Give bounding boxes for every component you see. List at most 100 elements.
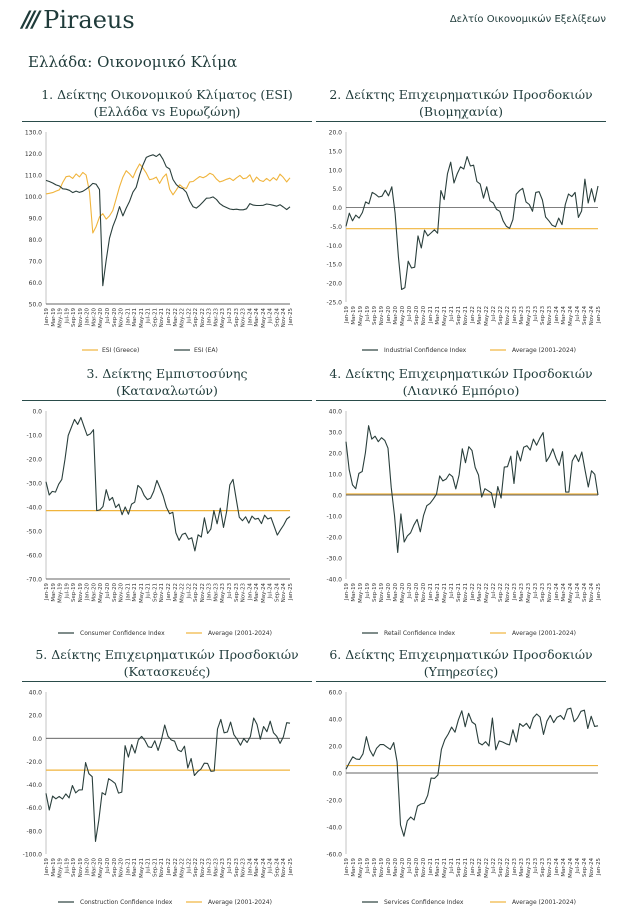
y-tick-label: -20.0: [326, 535, 342, 542]
y-tick-label: 40.0: [329, 409, 343, 416]
x-tick-label: May-22: [484, 306, 490, 326]
legend-label: Average (2001-2024): [512, 347, 576, 354]
x-tick-label: Nov-23: [241, 583, 247, 602]
x-tick-label: May-23: [526, 306, 532, 326]
x-tick-label: Sep-22: [498, 858, 504, 877]
series-line-0: [345, 156, 599, 291]
x-tick-label: Sep-24: [274, 857, 280, 877]
x-tick-label: Jul-22: [491, 583, 497, 599]
x-tick-label: Sep-21: [456, 583, 462, 602]
x-tick-label: Jan-20: [85, 582, 91, 601]
y-tick-label: -60.0: [26, 553, 42, 560]
x-tick-label: Jan-23: [207, 308, 213, 326]
x-tick-label: May-19: [58, 582, 64, 602]
x-tick-label: May-23: [220, 858, 226, 878]
series-line-0: [45, 163, 291, 234]
y-tick-label: 80.0: [29, 237, 43, 244]
x-tick-label: May-23: [526, 583, 532, 603]
x-tick-label: Jan-24: [554, 582, 560, 601]
y-tick-label: -5.0: [330, 224, 342, 231]
x-tick-label: Jul-23: [533, 858, 539, 874]
y-tick-label: -20.0: [326, 281, 342, 288]
x-tick-label: Sep-20: [112, 582, 118, 602]
x-tick-label: Jul-19: [64, 857, 70, 874]
logo-text: Piraeus: [43, 6, 135, 34]
x-tick-label: Jan-20: [386, 582, 392, 601]
y-tick-label: 0.0: [32, 409, 42, 416]
x-tick-label: Jul-21: [146, 858, 152, 874]
chart-title: 4. Δείκτης Επιχειρηματικών Προσδοκιών (Λι…: [316, 365, 606, 401]
y-tick-label: -30.0: [26, 481, 42, 488]
y-tick-label: 40.0: [29, 690, 43, 697]
x-tick-label: Jul-21: [146, 308, 152, 324]
x-tick-label: Nov-23: [241, 858, 247, 877]
legend-label: Average (2001-2024): [208, 899, 272, 906]
x-tick-label: Jul-21: [449, 306, 455, 322]
y-tick-label: 0.0: [332, 493, 342, 500]
x-tick-label: Jan-19: [44, 857, 50, 876]
x-tick-label: Jul-24: [575, 305, 581, 322]
legend-label: Consumer Confidence Index: [80, 630, 165, 637]
x-tick-label: Jan-23: [512, 583, 518, 601]
x-tick-label: Jul-19: [365, 857, 371, 874]
document-title: Δελτίο Οικονομικών Εξελίξεων: [449, 14, 606, 25]
x-tick-label: May-21: [442, 583, 448, 603]
x-tick-label: Jul-19: [64, 307, 70, 324]
y-tick-label: -30.0: [326, 556, 342, 563]
x-tick-label: Jan-21: [125, 858, 131, 876]
x-tick-label: Sep-21: [456, 306, 462, 325]
x-tick-label: May-20: [98, 857, 104, 877]
x-tick-label: Nov-21: [159, 858, 165, 877]
chart-title: 5. Δείκτης Επιχειρηματικών Προσδοκιών (Κα…: [22, 646, 312, 682]
y-tick-label: 40.0: [329, 717, 343, 724]
legend-label: Construction Confidence Index: [80, 899, 173, 906]
x-tick-label: Mar-22: [173, 308, 179, 327]
y-tick-label: -10.0: [26, 433, 42, 440]
x-tick-label: Nov-23: [241, 308, 247, 327]
y-tick-label: 20.0: [329, 451, 343, 458]
chart-panel-retail: 4. Δείκτης Επιχειρηματικών Προσδοκιών (Λι…: [316, 365, 606, 645]
x-tick-label: Nov-19: [78, 857, 84, 877]
x-tick-label: Mar-21: [132, 583, 138, 602]
chart-panel-services: 6. Δείκτης Επιχειρηματικών Προσδοκιών (Υπ…: [316, 646, 606, 914]
x-tick-label: Jul-21: [449, 583, 455, 599]
x-tick-label: Sep-22: [498, 306, 504, 325]
y-tick-label: 20.0: [29, 713, 43, 720]
x-tick-label: Mar-20: [393, 857, 399, 876]
x-tick-label: Nov-24: [281, 307, 287, 327]
legend-label: ESI (EA): [194, 347, 218, 354]
x-tick-label: Jan-19: [344, 582, 350, 601]
y-tick-label: 20.0: [329, 744, 343, 751]
x-tick-label: Jul-19: [365, 305, 371, 322]
x-tick-label: Nov-24: [589, 582, 595, 602]
y-tick-label: -10.0: [326, 514, 342, 521]
legend-label: Average (2001-2024): [208, 630, 272, 637]
series-line-0: [345, 425, 599, 554]
x-tick-label: May-24: [261, 582, 267, 602]
logo-slashes-icon: ///: [22, 7, 40, 33]
x-tick-label: Jan-21: [428, 583, 434, 601]
y-tick-label: -20.0: [26, 457, 42, 464]
y-tick-label: -100.0: [23, 852, 43, 859]
chart-panel-esi: 1. Δείκτης Οικονομικού Κλίματος (ESI) (Ελ…: [22, 86, 312, 362]
x-tick-label: Mar-21: [435, 858, 441, 877]
x-tick-label: Jul-20: [105, 857, 111, 874]
x-tick-label: Sep-23: [234, 308, 240, 327]
x-tick-label: Jan-25: [288, 858, 294, 876]
y-tick-label: -15.0: [326, 262, 342, 269]
x-tick-label: Sep-20: [112, 857, 118, 877]
y-tick-label: 60.0: [29, 280, 43, 287]
legend-label: Services Confidence Index: [384, 899, 464, 906]
x-tick-label: May-19: [58, 857, 64, 877]
chart-panel-consumer: 3. Δείκτης Εμπιστοσύνης (Καταναλωτών) -70…: [22, 365, 312, 645]
x-tick-label: Mar-21: [435, 306, 441, 325]
x-tick-label: Jan-22: [166, 583, 172, 601]
page-header: /// Piraeus Δελτίο Οικονομικών Εξελίξεων: [0, 0, 624, 40]
x-tick-label: Mar-23: [213, 583, 219, 602]
x-tick-label: Jan-24: [554, 857, 560, 876]
x-tick-label: Jan-23: [512, 306, 518, 324]
x-tick-label: Mar-22: [173, 858, 179, 877]
x-tick-label: Mar-22: [477, 858, 483, 877]
x-tick-label: Sep-19: [372, 305, 378, 325]
x-tick-label: Jul-24: [575, 857, 581, 874]
